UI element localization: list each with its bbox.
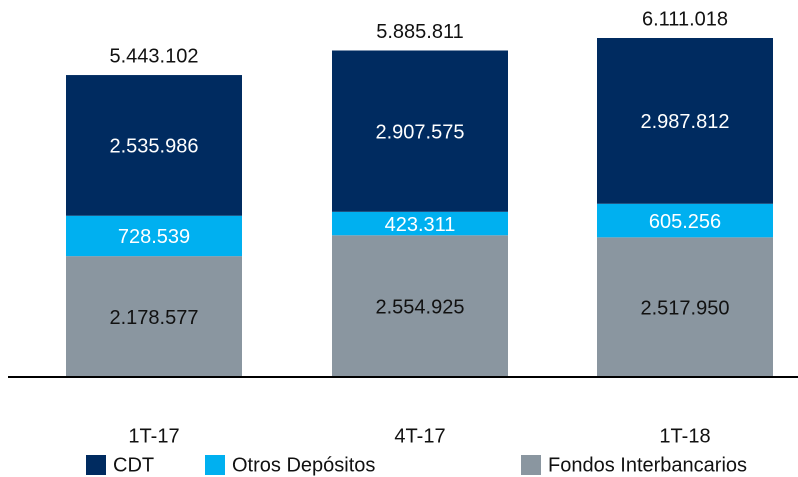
x-tick-label: 1T-18 (659, 425, 710, 447)
value-label: 423.311 (385, 214, 456, 236)
bar-segment (597, 38, 773, 204)
bar-segment (332, 235, 508, 377)
bar-segment (66, 256, 242, 377)
value-label: 2.517.950 (641, 297, 730, 319)
legend-label: CDT (113, 454, 154, 476)
bar-segment (332, 50, 508, 212)
value-label: 2.178.577 (110, 307, 199, 329)
x-tick-label: 1T-17 (128, 425, 179, 447)
value-label: 728.539 (118, 226, 190, 248)
bar-segment (332, 211, 508, 236)
value-label: 2.907.575 (376, 121, 465, 143)
legend-label: Fondos Interbancarios (548, 454, 747, 476)
value-label: 2.554.925 (376, 296, 465, 318)
value-label: 605.256 (649, 211, 721, 233)
value-label: 2.535.986 (110, 136, 199, 158)
total-label: 5.885.811 (376, 21, 464, 43)
bar-segment (597, 203, 773, 238)
bar-segment (597, 237, 773, 377)
legend-swatch (205, 455, 225, 475)
total-label: 5.443.102 (110, 45, 199, 67)
legend-label: Otros Depósitos (232, 454, 375, 476)
value-label: 2.987.812 (641, 111, 730, 133)
bar-segment (66, 215, 242, 257)
x-tick-label: 4T-17 (394, 425, 445, 447)
total-label: 6.111.018 (642, 8, 728, 30)
legend-swatch (86, 455, 106, 475)
legend-swatch (521, 455, 541, 475)
bar-segment (66, 75, 242, 216)
